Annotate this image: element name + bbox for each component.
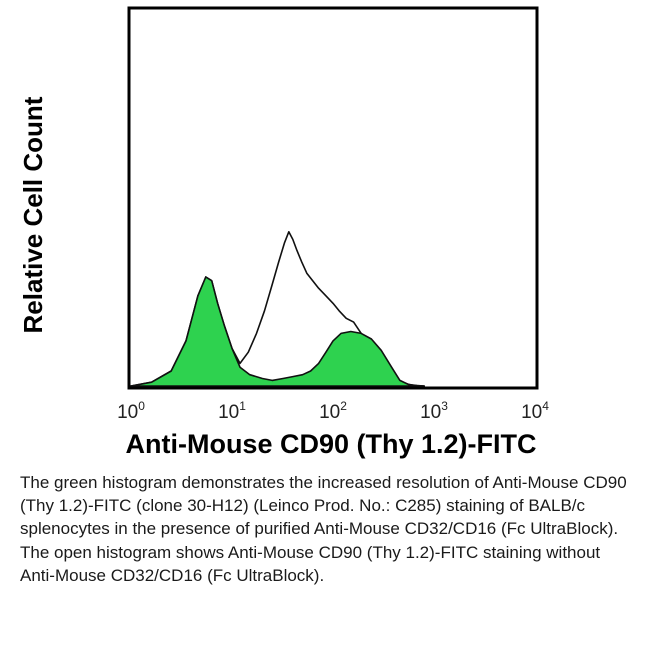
x-tick-label: 102 — [319, 399, 347, 423]
x-tick-label: 101 — [218, 399, 246, 423]
x-tick-label: 103 — [420, 399, 448, 423]
series-layer — [130, 231, 425, 387]
x-tick-labels: 100 101 102 103 104 — [117, 399, 549, 423]
filled-histogram — [130, 276, 425, 387]
y-axis-label: Relative Cell Count — [18, 96, 48, 333]
x-axis-label: Anti-Mouse CD90 (Thy 1.2)-FITC — [125, 429, 536, 459]
x-tick-label: 104 — [521, 399, 549, 423]
histogram-chart: 100 101 102 103 104 Relative Cell Count Anti… — [18, 6, 549, 459]
figure-caption: The green histogram demonstrates the inc… — [20, 473, 627, 585]
x-tick-label: 100 — [117, 399, 145, 423]
plot-frame — [127, 6, 539, 390]
